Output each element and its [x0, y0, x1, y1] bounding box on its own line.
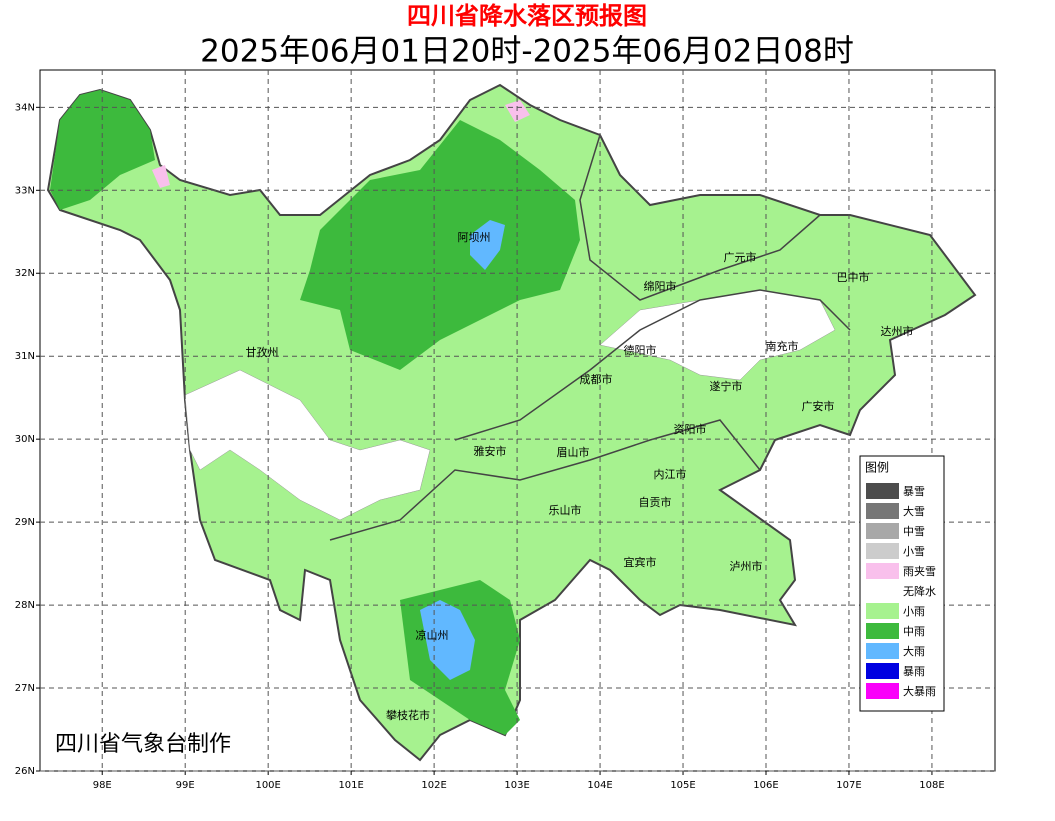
province	[46, 83, 977, 762]
city-label: 泸州市	[730, 559, 763, 573]
legend-label: 中雨	[903, 625, 925, 638]
legend-label: 大雨	[903, 644, 925, 658]
legend-swatch	[866, 603, 899, 619]
legend-label: 无降水	[903, 584, 936, 598]
city-label: 广安市	[802, 399, 835, 413]
prefecture-border	[329, 419, 761, 541]
y-tick-label: 27N	[15, 683, 35, 694]
x-tick-label: 103E	[504, 780, 529, 791]
legend-swatch	[866, 583, 899, 599]
city-label: 内江市	[654, 467, 687, 481]
y-tick-label: 29N	[15, 517, 35, 528]
credit: 四川省气象台制作	[55, 732, 231, 757]
x-tick-label: 107E	[836, 780, 861, 791]
city-label: 绵阳市	[644, 279, 677, 293]
city-label: 巴中市	[837, 270, 870, 284]
city-label: 南充市	[766, 339, 799, 353]
heavy-rain-area	[470, 220, 505, 270]
legend-swatch	[866, 563, 899, 579]
legend-swatch	[866, 623, 899, 639]
legend-label: 小雪	[903, 545, 925, 558]
legend-label: 雨夹雪	[903, 565, 936, 578]
city-label: 德阳市	[624, 343, 657, 357]
legend-swatch	[866, 683, 899, 699]
city-label: 阿坝州	[458, 230, 491, 244]
no-precip-area	[184, 369, 431, 521]
city-label: 乐山市	[549, 503, 582, 517]
legend-label: 暴雨	[903, 665, 925, 678]
legend-label: 中雪	[903, 525, 925, 538]
city-label: 遂宁市	[710, 379, 743, 393]
x-tick-label: 98E	[93, 780, 112, 791]
legend-title: 图例	[865, 461, 889, 475]
grid: 98E 99E 100E 101E 102E 103E 104E 105E 106E 107E 10…	[15, 70, 995, 791]
city-label: 凉山州	[416, 628, 449, 642]
y-tick-label: 33N	[15, 185, 35, 196]
x-tick-label: 101E	[338, 780, 363, 791]
legend-label: 小雨	[903, 605, 925, 618]
city-label: 眉山市	[557, 445, 590, 459]
city-label: 资阳市	[674, 422, 707, 436]
city-label: 达州市	[881, 324, 914, 338]
y-tick-label: 34N	[15, 102, 35, 113]
legend-swatch	[866, 643, 899, 659]
prefecture-border	[454, 289, 851, 441]
x-tick-label: 100E	[255, 780, 280, 791]
city-label: 甘孜州	[246, 345, 279, 359]
city-label: 成都市	[580, 372, 613, 386]
moderate-rain-area	[50, 90, 155, 210]
city-label: 宜宾市	[624, 555, 657, 569]
y-tick-label: 30N	[15, 434, 35, 445]
city-label: 广元市	[724, 250, 757, 264]
moderate-rain-area	[300, 120, 580, 370]
x-tick-label: 105E	[670, 780, 695, 791]
y-tick-label: 28N	[15, 600, 35, 611]
legend-swatch	[866, 483, 899, 499]
x-tick-label: 99E	[176, 780, 195, 791]
no-precip-area	[599, 289, 836, 381]
legend-label: 大暴雨	[903, 684, 936, 698]
map-title: 四川省降水落区预报图	[407, 2, 647, 30]
y-tick-label: 26N	[15, 766, 35, 777]
legend-swatch	[866, 663, 899, 679]
city-label: 自贡市	[639, 495, 672, 509]
legend-swatch	[866, 543, 899, 559]
x-tick-label: 106E	[753, 780, 778, 791]
city-label: 攀枝花市	[386, 708, 430, 722]
legend-label: 暴雪	[903, 485, 925, 498]
prefecture-border	[579, 134, 821, 301]
x-tick-label: 108E	[919, 780, 944, 791]
sleet-area	[152, 165, 170, 188]
x-tick-label: 104E	[587, 780, 612, 791]
map-subtitle: 2025年06月01日20时-2025年06月02日08时	[200, 34, 854, 70]
city-label: 雅安市	[474, 444, 507, 458]
legend-label: 大雪	[903, 504, 925, 518]
legend-swatch	[866, 503, 899, 519]
y-tick-label: 32N	[15, 268, 35, 279]
x-tick-label: 102E	[421, 780, 446, 791]
y-tick-label: 31N	[15, 351, 35, 362]
legend-swatch	[866, 523, 899, 539]
